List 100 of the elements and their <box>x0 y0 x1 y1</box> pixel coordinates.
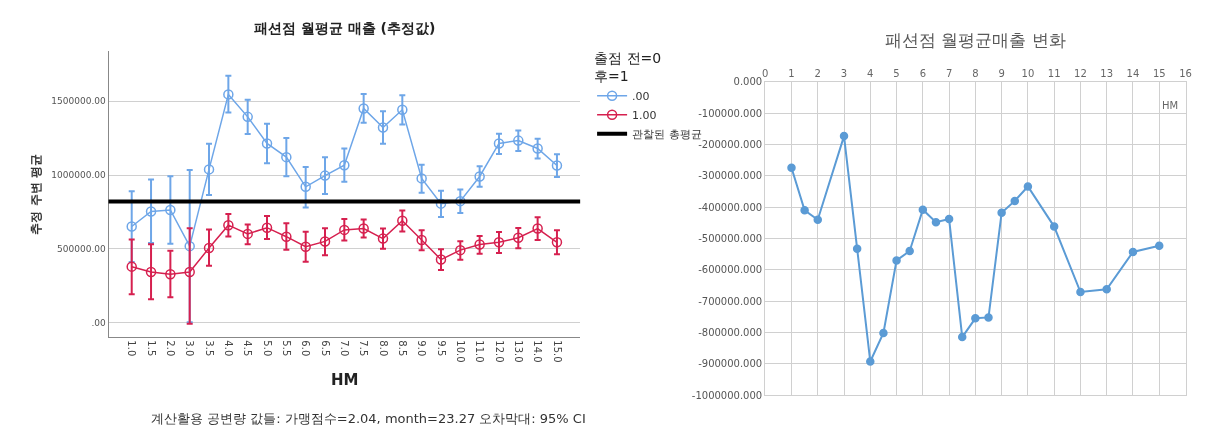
point <box>918 205 928 214</box>
chart-title: 패션점 월평균 매출 (추정값) <box>254 20 436 36</box>
point <box>242 111 253 123</box>
point <box>223 89 234 100</box>
point <box>242 228 253 240</box>
point <box>551 160 563 171</box>
point <box>787 163 796 172</box>
x-tick-label: 9.5 <box>435 340 447 357</box>
x-tick-label: 6 <box>919 67 927 79</box>
point <box>319 236 331 247</box>
legend-label: .00 <box>632 90 650 104</box>
point <box>866 357 875 366</box>
x-axis-title: HM <box>331 371 359 389</box>
y-tick-label: -500000.000 <box>698 232 763 244</box>
point <box>145 206 157 217</box>
x-tick-label: 1 <box>788 67 795 79</box>
y-tick-label: 1500000.00 <box>51 96 106 107</box>
x-tick-label: 15.0 <box>551 340 563 363</box>
x-tick-label: 11.0 <box>474 340 486 363</box>
point <box>905 246 914 256</box>
point <box>800 206 809 215</box>
chart-title: 패션점 월평균매출 변화 <box>885 30 1066 50</box>
point <box>1102 284 1111 294</box>
x-tick-label: 9 <box>998 67 1005 79</box>
point <box>261 138 273 149</box>
legend-label: 관찰된 총평균 <box>632 128 702 142</box>
point <box>339 224 350 236</box>
y-tick-label: -700000.000 <box>698 295 763 307</box>
point <box>223 219 234 231</box>
point <box>551 237 563 248</box>
point <box>377 233 389 244</box>
point <box>513 232 524 243</box>
point <box>931 217 941 227</box>
x-tick-label: 14.0 <box>532 340 544 363</box>
point <box>1010 196 1020 206</box>
x-tick-label: 9.0 <box>416 340 428 357</box>
point <box>416 234 427 246</box>
point <box>416 173 427 184</box>
point <box>997 208 1006 218</box>
x-tick-label: 3 <box>840 67 848 79</box>
x-tick-label: 10 <box>1021 67 1035 79</box>
point <box>300 181 311 193</box>
point <box>184 240 195 252</box>
point <box>455 195 466 207</box>
point <box>813 215 823 224</box>
x-tick-label: 5.5 <box>281 340 293 357</box>
point <box>358 223 369 234</box>
x-tick-label: 11 <box>1047 67 1061 79</box>
point <box>339 160 350 171</box>
point <box>493 138 505 149</box>
y-axis-title: 추정 주변 평균 <box>29 154 44 235</box>
x-tick-label: 15 <box>1152 67 1166 79</box>
x-tick-label: 0 <box>762 67 769 79</box>
point <box>281 231 292 242</box>
y-tick-label: 0.000 <box>733 76 763 88</box>
point <box>532 143 543 154</box>
x-tick-label: 13 <box>1100 67 1114 79</box>
y-tick-label: -1000000.000 <box>691 389 763 401</box>
y-tick-label: -100000.000 <box>698 107 763 119</box>
point <box>1049 222 1059 231</box>
y-tick-label: -900000.000 <box>698 358 763 370</box>
x-tick-label: 8.5 <box>397 340 409 357</box>
x-tick-label: 1.5 <box>145 340 157 357</box>
y-tick-label: 500000.00 <box>57 243 106 254</box>
point <box>165 268 176 280</box>
point <box>852 244 862 254</box>
x-tick-label: 10.0 <box>455 340 467 363</box>
y-tick-label: -600000.000 <box>698 264 763 276</box>
point <box>879 328 888 338</box>
y-tick-label: .00 <box>91 317 106 328</box>
point <box>281 151 292 163</box>
point <box>435 254 447 265</box>
x-tick-label: 1.0 <box>126 340 138 357</box>
x-tick-label: 4.5 <box>242 340 254 357</box>
y-tick-label: 1000000.00 <box>51 170 106 181</box>
x-tick-label: 13.0 <box>513 340 525 363</box>
x-tick-label: 4.0 <box>223 340 235 357</box>
point <box>1128 247 1138 257</box>
x-tick-label: 5.0 <box>261 340 273 357</box>
point <box>319 170 331 181</box>
x-tick-label: 2 <box>814 67 821 79</box>
x-tick-label: 4 <box>867 67 874 79</box>
point <box>397 104 408 116</box>
point <box>1023 182 1033 191</box>
x-tick-label: 6.5 <box>319 340 331 357</box>
point <box>892 256 901 265</box>
point <box>126 221 137 232</box>
point <box>839 131 849 141</box>
text: 계산활용 공변량 값들: 가맹점수=2.04, month=23.27 오차막대: 95% CI <box>151 411 586 426</box>
point <box>165 204 176 216</box>
point <box>1076 287 1085 297</box>
x-axis-title: HM <box>1162 100 1179 111</box>
y-tick-label: -300000.000 <box>698 170 763 182</box>
x-tick-label: 3.5 <box>203 340 215 357</box>
legend-title: 출점 전=0 후=1 <box>594 50 662 85</box>
x-tick-label: 16 <box>1179 67 1192 79</box>
x-tick-label: 8 <box>972 67 979 79</box>
point <box>455 244 466 256</box>
point <box>261 222 273 233</box>
point <box>474 239 485 250</box>
